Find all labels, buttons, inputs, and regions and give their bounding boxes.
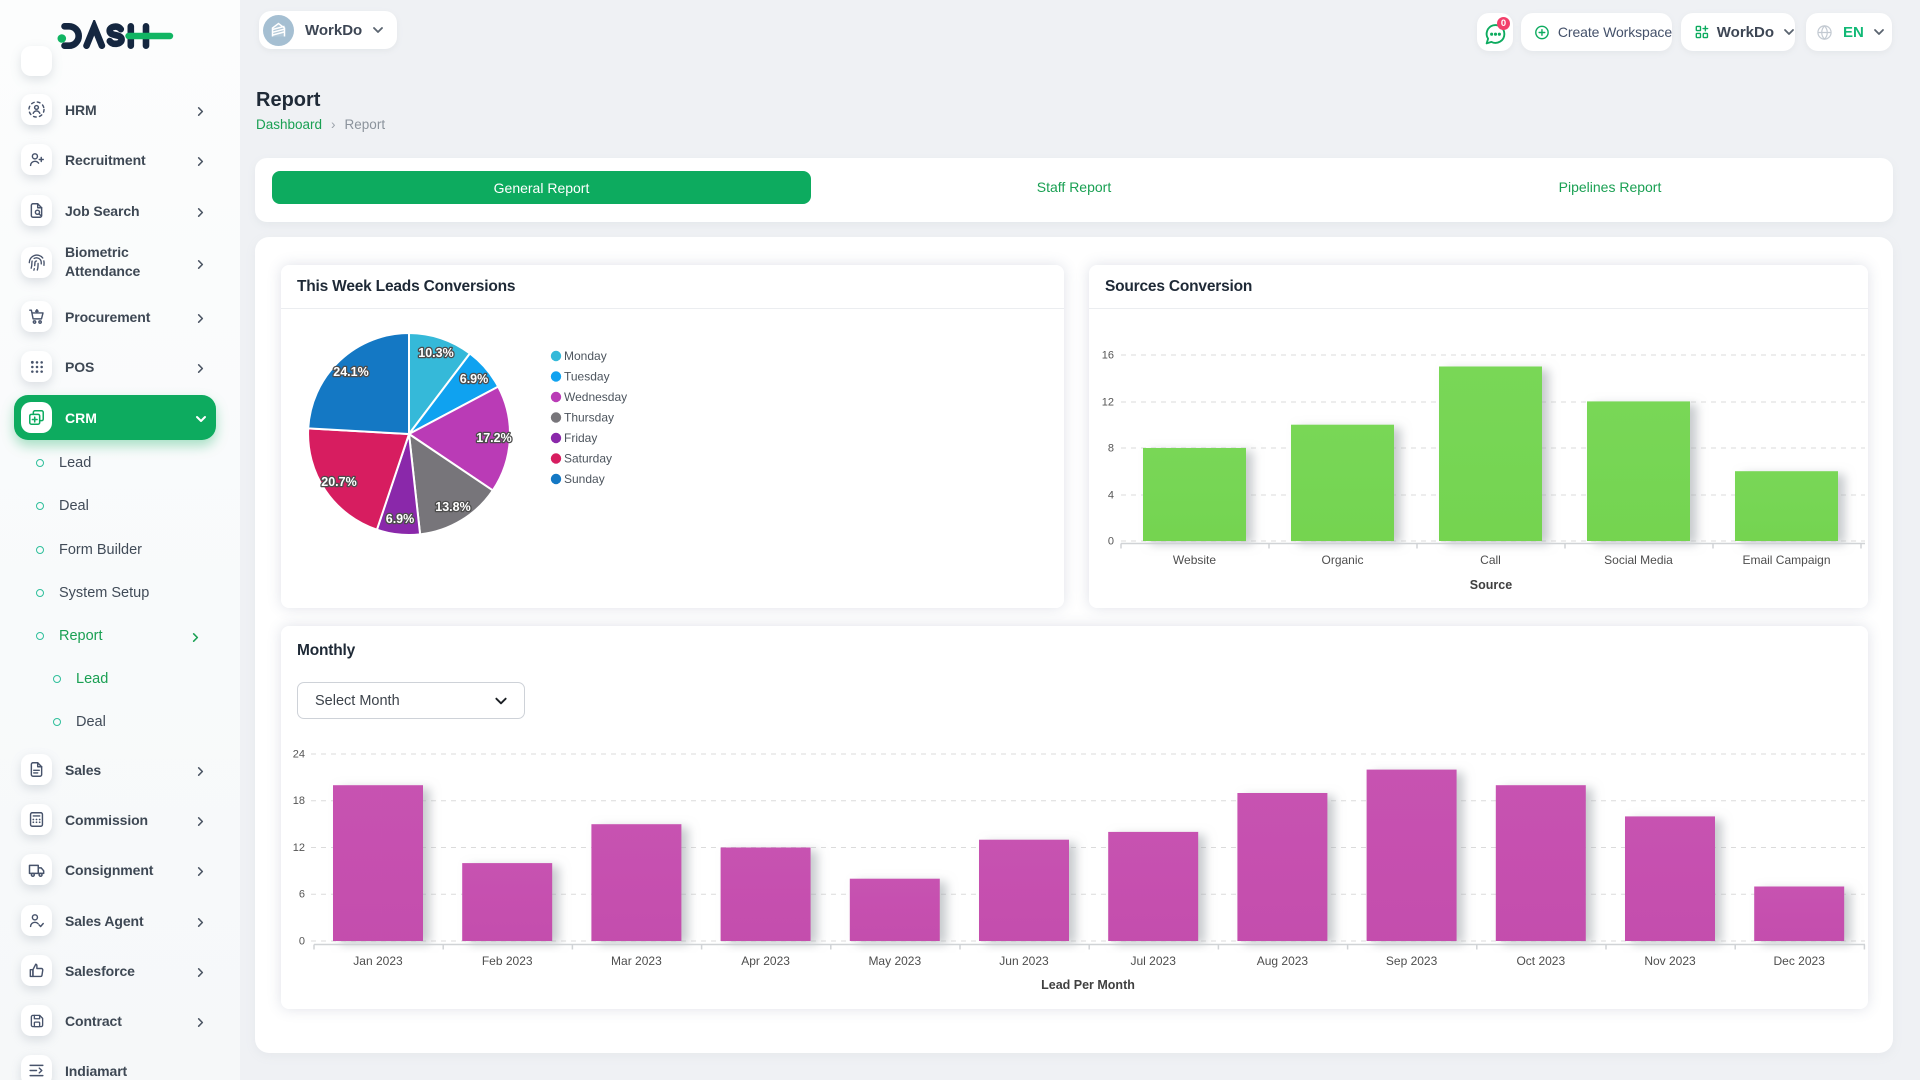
- svg-text:Source: Source: [1470, 578, 1512, 592]
- svg-text:Dec 2023: Dec 2023: [1774, 954, 1826, 968]
- svg-text:May 2023: May 2023: [868, 954, 921, 968]
- svg-text:13.8%: 13.8%: [435, 500, 470, 514]
- svg-text:Aug 2023: Aug 2023: [1257, 954, 1309, 968]
- svg-text:Lead Per Month: Lead Per Month: [1041, 978, 1135, 992]
- svg-text:Saturday: Saturday: [564, 452, 612, 466]
- svg-text:6.9%: 6.9%: [460, 372, 489, 386]
- svg-text:Email Campaign: Email Campaign: [1742, 553, 1830, 567]
- svg-text:Mar 2023: Mar 2023: [611, 954, 662, 968]
- svg-text:Jun 2023: Jun 2023: [999, 954, 1049, 968]
- svg-text:Jan 2023: Jan 2023: [353, 954, 403, 968]
- svg-text:Friday: Friday: [564, 431, 597, 445]
- svg-text:17.2%: 17.2%: [476, 431, 511, 445]
- svg-text:0: 0: [1108, 536, 1114, 548]
- svg-text:Call: Call: [1480, 553, 1501, 567]
- svg-text:Organic: Organic: [1321, 553, 1363, 567]
- svg-text:8: 8: [1108, 443, 1114, 455]
- svg-text:Sunday: Sunday: [564, 472, 605, 486]
- svg-text:18: 18: [293, 795, 305, 807]
- svg-text:Thursday: Thursday: [564, 411, 614, 425]
- svg-text:12: 12: [1102, 397, 1114, 409]
- svg-text:24.1%: 24.1%: [333, 365, 368, 379]
- svg-text:Social Media: Social Media: [1604, 553, 1673, 567]
- svg-text:Website: Website: [1173, 553, 1216, 567]
- svg-text:6.9%: 6.9%: [386, 512, 415, 526]
- svg-text:16: 16: [1102, 350, 1114, 362]
- svg-text:Feb 2023: Feb 2023: [482, 954, 533, 968]
- svg-text:Oct 2023: Oct 2023: [1516, 954, 1565, 968]
- svg-text:Nov 2023: Nov 2023: [1644, 954, 1696, 968]
- svg-text:Sep 2023: Sep 2023: [1386, 954, 1438, 968]
- svg-text:12: 12: [293, 842, 305, 854]
- svg-text:24: 24: [293, 749, 305, 761]
- svg-text:10.3%: 10.3%: [418, 346, 453, 360]
- svg-text:4: 4: [1108, 490, 1114, 502]
- svg-text:6: 6: [299, 889, 305, 901]
- svg-text:Tuesday: Tuesday: [564, 370, 610, 384]
- svg-text:Jul 2023: Jul 2023: [1131, 954, 1177, 968]
- svg-text:Wednesday: Wednesday: [564, 390, 627, 404]
- svg-text:Apr 2023: Apr 2023: [741, 954, 790, 968]
- svg-text:0: 0: [299, 936, 305, 948]
- svg-text:Monday: Monday: [564, 349, 607, 363]
- svg-text:20.7%: 20.7%: [321, 475, 356, 489]
